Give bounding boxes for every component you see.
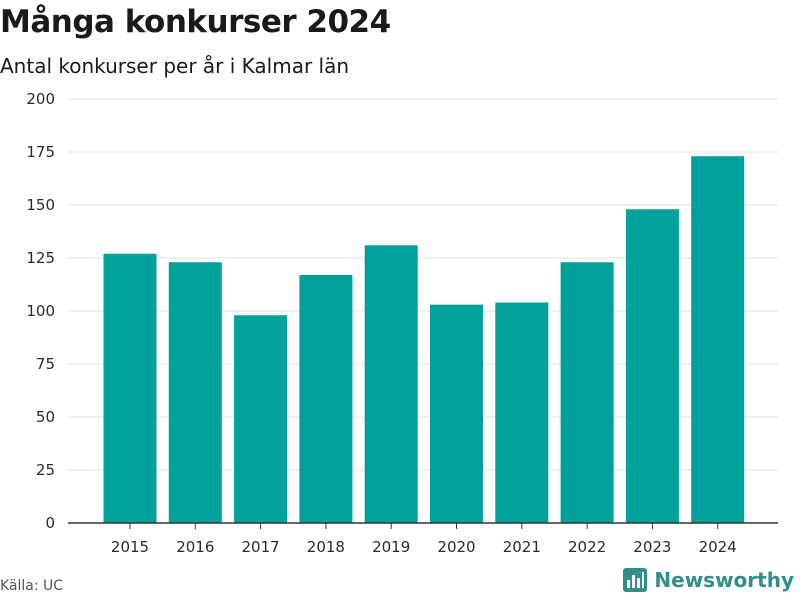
y-tick-label: 0 xyxy=(45,514,55,532)
bar-2024 xyxy=(691,156,745,524)
brand-logo[interactable]: Newsworthy xyxy=(623,568,794,592)
brand-name: Newsworthy xyxy=(654,568,794,592)
x-tick-label: 2021 xyxy=(503,538,541,556)
x-tick-label: 2016 xyxy=(176,538,214,556)
y-tick-label: 50 xyxy=(36,408,55,426)
y-tick-label: 75 xyxy=(36,355,55,373)
source-note: Källa: UC xyxy=(0,578,64,594)
x-tick-label: 2018 xyxy=(307,538,345,556)
bar-2020 xyxy=(430,304,483,523)
y-tick-label: 125 xyxy=(26,249,55,267)
x-axis-ticks: 2015 2016 2017 2018 2019 2020 2021 2022 2023 2024 xyxy=(111,523,737,556)
bar-2022 xyxy=(560,262,614,523)
bar-chart-logo-icon xyxy=(623,568,648,592)
y-tick-label: 25 xyxy=(36,461,55,479)
x-tick-label: 2019 xyxy=(372,538,410,556)
x-tick-label: 2017 xyxy=(242,538,280,556)
bar-2023 xyxy=(625,209,679,524)
bar-2019 xyxy=(364,245,418,523)
y-axis-ticks: 0 25 50 75 100 125 150 175 200 xyxy=(26,90,55,532)
x-tick-label: 2024 xyxy=(699,538,737,556)
y-tick-label: 200 xyxy=(26,90,55,108)
bars xyxy=(103,156,745,524)
x-tick-label: 2023 xyxy=(633,538,671,556)
x-tick-label: 2022 xyxy=(568,538,606,556)
x-tick-label: 2020 xyxy=(437,538,475,556)
bar-2018 xyxy=(299,274,353,523)
x-tick-label: 2015 xyxy=(111,538,149,556)
y-tick-label: 175 xyxy=(26,143,55,161)
bar-2015 xyxy=(103,253,157,523)
y-tick-label: 100 xyxy=(26,302,55,320)
y-tick-label: 150 xyxy=(26,196,55,214)
bar-2016 xyxy=(168,262,222,523)
chart-subtitle: Antal konkurser per år i Kalmar län xyxy=(0,54,350,78)
bar-2021 xyxy=(495,302,549,523)
chart-title: Många konkurser 2024 xyxy=(0,4,391,40)
bar-2017 xyxy=(234,315,288,523)
